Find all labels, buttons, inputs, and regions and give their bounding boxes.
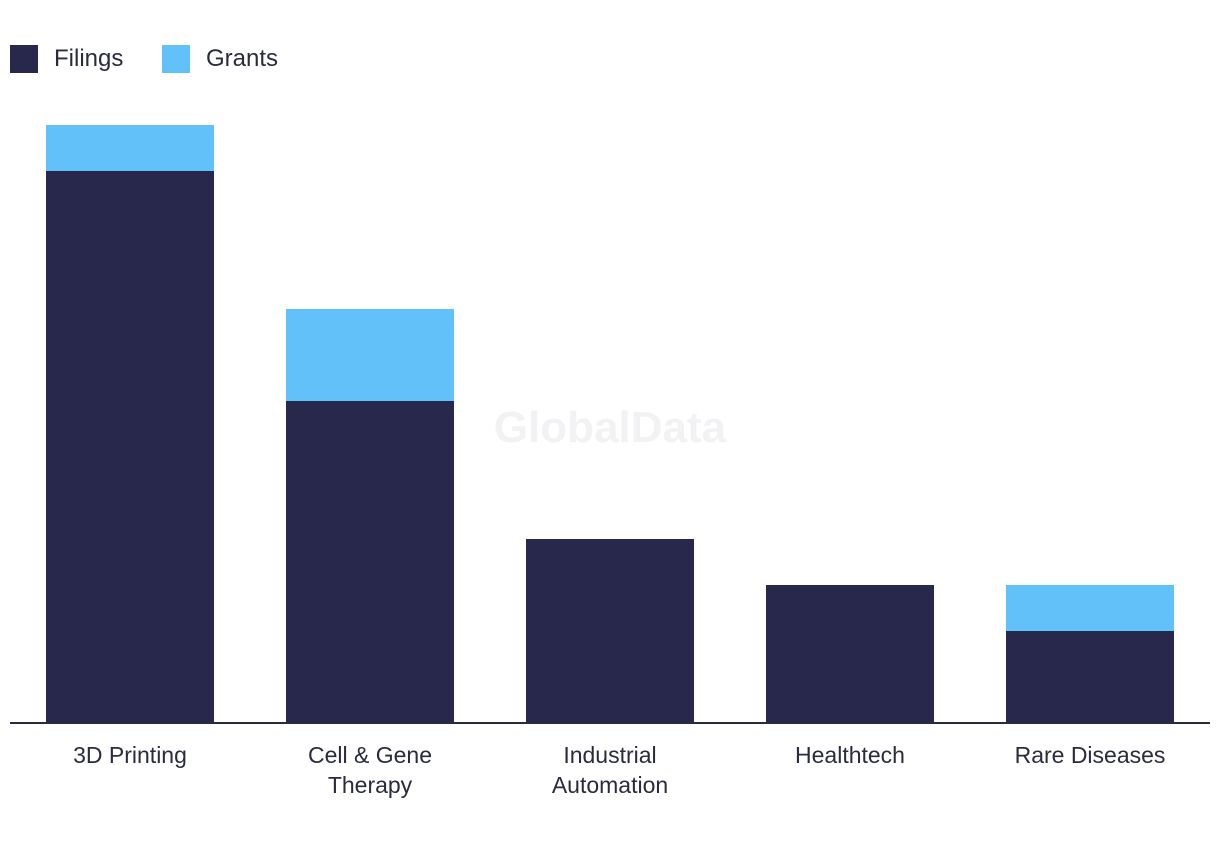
bar-grants-rare-diseases xyxy=(1006,585,1174,631)
x-tick-label-industrial-automation: Industrial Automation xyxy=(552,742,668,798)
watermark: GlobalData xyxy=(494,403,727,452)
legend-label-grants: Grants xyxy=(206,45,278,72)
bar-grants-cell-gene-therapy xyxy=(286,309,454,401)
bar-filings-cell-gene-therapy xyxy=(286,401,454,723)
bars xyxy=(46,125,1174,723)
x-tick-label-healthtech: Healthtech xyxy=(795,742,905,768)
legend-label-filings: Filings xyxy=(54,45,123,72)
legend-swatch-grants xyxy=(162,45,190,73)
bar-grants-3d-printing xyxy=(46,125,214,171)
bar-filings-3d-printing xyxy=(46,171,214,723)
x-axis-tick-labels: 3D Printing Cell & Gene Therapy Industrial A… xyxy=(73,742,1165,798)
legend: Filings Grants xyxy=(10,45,278,73)
bar-filings-rare-diseases xyxy=(1006,631,1174,723)
legend-swatch-filings xyxy=(10,45,38,73)
x-tick-label-3d-printing: 3D Printing xyxy=(73,742,187,768)
bar-filings-healthtech xyxy=(766,585,934,723)
bar-filings-industrial-automation xyxy=(526,539,694,723)
x-tick-label-rare-diseases: Rare Diseases xyxy=(1015,742,1166,768)
x-tick-label-cell-gene-therapy: Cell & Gene Therapy xyxy=(308,742,432,798)
